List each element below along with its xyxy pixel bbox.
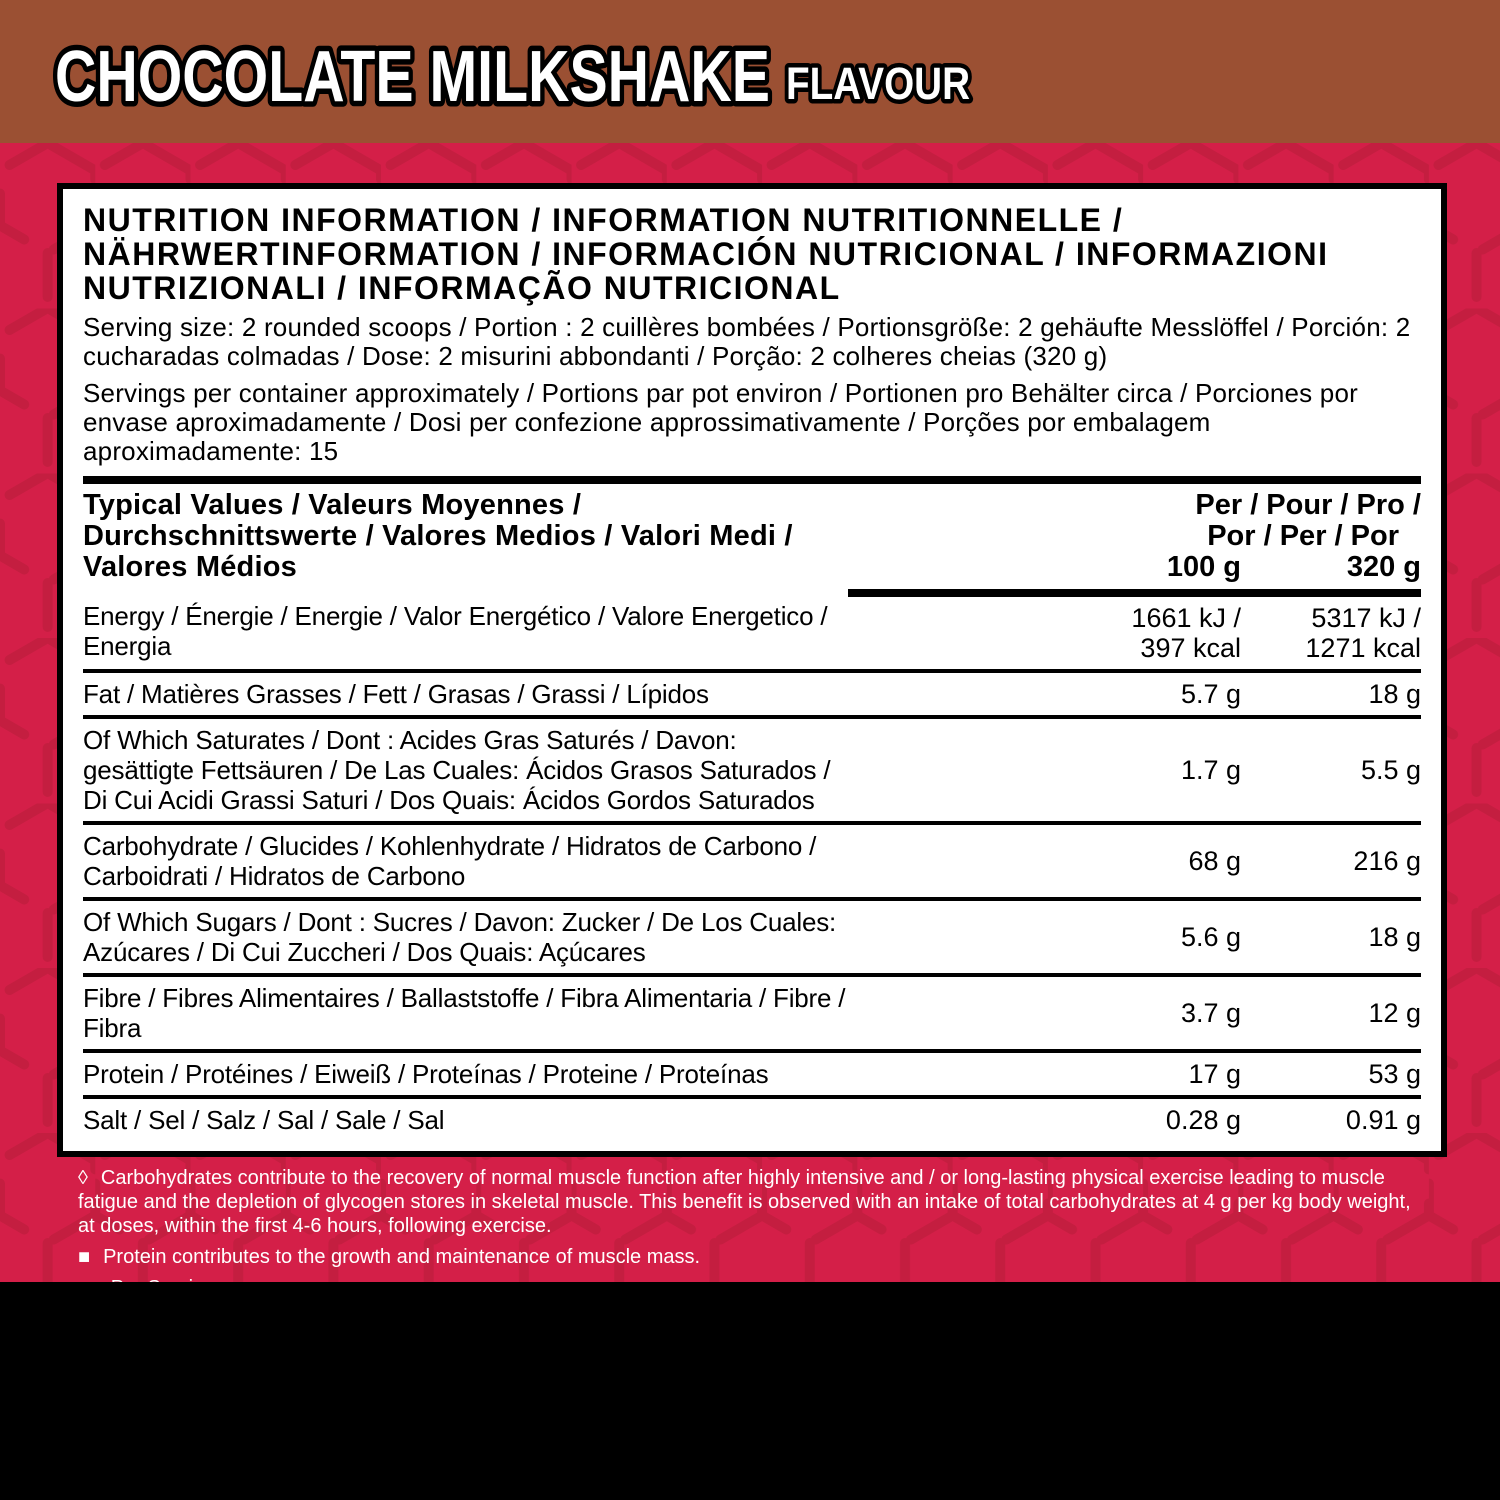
nutrition-panel-title: NUTRITION INFORMATION / INFORMATION NUTR… xyxy=(83,202,1329,306)
diamond-icon: ◊ xyxy=(78,1167,88,1189)
row-value-100g: 68 g xyxy=(1188,846,1241,876)
typical-values-header: Typical Values / Valeurs Moyennes / Durc… xyxy=(83,476,848,593)
row-value-100g: 5.6 g xyxy=(1180,922,1241,952)
per-column-header: Per / Pour / Pro / Por / Per / Por xyxy=(848,476,1421,552)
row-label: Fibre / Fibres Alimentaires / Ballaststo… xyxy=(83,983,846,1043)
row-value-320g: 5.5 g xyxy=(1360,755,1421,785)
footnote-text: Protein contributes to the growth and ma… xyxy=(103,1246,701,1268)
bottom-black-band xyxy=(0,1282,1500,1500)
footnote-carbohydrates: ◊ Carbohydrates contribute to the recover… xyxy=(78,1166,1424,1238)
row-label: Fat / Matières Grasses / Fett / Grasas /… xyxy=(83,679,709,709)
row-label: Protein / Protéines / Eiweiß / Proteínas… xyxy=(83,1059,769,1089)
row-value-100g: 5.7 g xyxy=(1180,679,1241,709)
row-value-100g: 3.7 g xyxy=(1180,998,1241,1028)
table-row-saturates: Of Which Saturates / Dont : Acides Gras … xyxy=(83,717,1421,823)
row-label: Carbohydrate / Glucides / Kohlenhydrate … xyxy=(83,831,817,891)
row-value-320g: 5317 kJ / 1271 kcal xyxy=(1305,603,1421,663)
table-row-carbohydrate: Carbohydrate / Glucides / Kohlenhydrate … xyxy=(83,823,1421,899)
footnote-text: Carbohydrates contribute to the recovery… xyxy=(78,1167,1411,1237)
table-row-salt: Salt / Sel / Salz / Sal / Sale / Sal 0.2… xyxy=(83,1097,1421,1141)
nutrition-panel: NUTRITION INFORMATION / INFORMATION NUTR… xyxy=(57,183,1447,1157)
table-row-protein: Protein / Protéines / Eiweiß / Proteínas… xyxy=(83,1051,1421,1097)
row-value-320g: 0.91 g xyxy=(1345,1105,1421,1135)
row-label: Of Which Saturates / Dont : Acides Gras … xyxy=(83,725,831,815)
row-value-320g: 18 g xyxy=(1368,679,1421,709)
table-row-sugars: Of Which Sugars / Dont : Sucres / Davon:… xyxy=(83,899,1421,975)
column-header-320g: 320 g xyxy=(1241,552,1421,597)
table-row-fat: Fat / Matières Grasses / Fett / Grasas /… xyxy=(83,671,1421,717)
row-value-320g: 18 g xyxy=(1368,922,1421,952)
row-label: Energy / Énergie / Energie / Valor Energ… xyxy=(83,601,828,661)
row-value-100g: 0.28 g xyxy=(1165,1105,1241,1135)
row-label: Of Which Sugars / Dont : Sucres / Davon:… xyxy=(83,907,837,967)
per-header-line2: Por / Per / Por xyxy=(1207,520,1399,552)
footnotes: ◊ Carbohydrates contribute to the recover… xyxy=(78,1166,1424,1307)
nutrition-table: Typical Values / Valeurs Moyennes / Durc… xyxy=(83,476,1421,1141)
row-value-320g: 12 g xyxy=(1368,998,1421,1028)
per-header-line1: Per / Pour / Pro / xyxy=(1195,489,1421,521)
servings-per-container-text: Servings per container approximately / P… xyxy=(83,378,1358,466)
serving-size-text: Serving size: 2 rounded scoops / Portion… xyxy=(83,312,1411,371)
footnote-protein: ■ Protein contributes to the growth and m… xyxy=(78,1245,1424,1269)
table-row-fibre: Fibre / Fibres Alimentaires / Ballaststo… xyxy=(83,975,1421,1051)
flavour-band: CHOCOLATE MILKSHAKE FLAVOUR xyxy=(0,0,1500,143)
column-header-100g: 100 g xyxy=(848,552,1241,597)
row-value-100g: 1.7 g xyxy=(1180,755,1241,785)
red-background: NUTRITION INFORMATION / INFORMATION NUTR… xyxy=(0,143,1500,1299)
table-subheader-row: 100 g 320 g xyxy=(83,552,1421,597)
row-label: Salt / Sel / Salz / Sal / Sale / Sal xyxy=(83,1105,445,1135)
table-header-row: Typical Values / Valeurs Moyennes / Durc… xyxy=(83,476,1421,593)
row-value-100g: 1661 kJ / 397 kcal xyxy=(1131,603,1241,663)
table-row-energy: Energy / Énergie / Energie / Valor Energ… xyxy=(83,593,1421,671)
row-value-100g: 17 g xyxy=(1188,1059,1241,1089)
flavour-title-graphic: CHOCOLATE MILKSHAKE FLAVOUR xyxy=(50,32,975,123)
row-value-320g: 53 g xyxy=(1368,1059,1421,1089)
row-value-320g: 216 g xyxy=(1353,846,1421,876)
flavour-title-main: CHOCOLATE MILKSHAKE xyxy=(55,37,770,117)
flavour-title-sub: FLAVOUR xyxy=(786,58,970,109)
square-icon: ■ xyxy=(78,1246,91,1268)
